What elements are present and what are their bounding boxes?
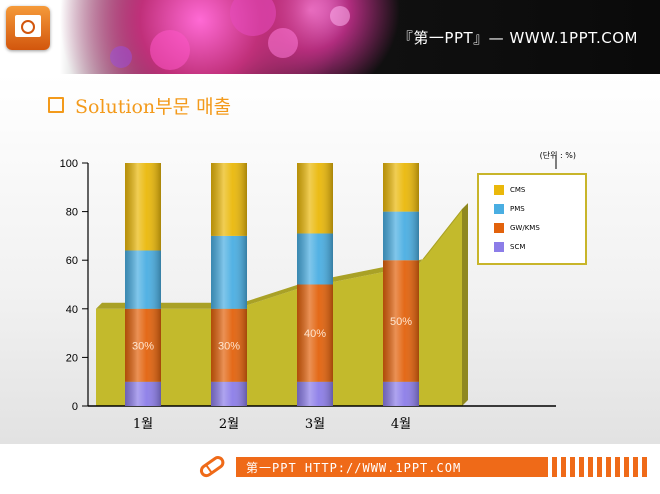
- legend-item: GW/KMS: [494, 222, 540, 234]
- y-tick-label: 80: [66, 207, 78, 219]
- y-tick-label: 100: [60, 158, 78, 170]
- x-tick-label: 2월: [219, 417, 239, 432]
- background-area: [96, 209, 462, 406]
- bokeh-light: [230, 0, 276, 36]
- legend-label: SCM: [510, 243, 526, 251]
- bar-shading: [125, 308, 161, 382]
- legend-swatch: [494, 204, 504, 214]
- legend-item: PMS: [494, 203, 525, 215]
- legend-label: GW/KMS: [510, 224, 540, 232]
- bar-shading: [125, 381, 161, 406]
- bokeh-light: [150, 30, 190, 70]
- bar-shading: [383, 381, 419, 406]
- legend-swatch: [494, 185, 504, 195]
- bar-shading: [211, 308, 247, 382]
- bar-shading: [211, 163, 247, 236]
- y-tick-label: 40: [66, 304, 78, 316]
- brand-text: 『第一PPT』— WWW.1PPT.COM: [397, 29, 638, 47]
- bar-shading: [383, 260, 419, 382]
- presentation-logo-icon: [6, 6, 50, 50]
- data-label: 40%: [304, 328, 326, 340]
- bar-shading: [297, 233, 333, 285]
- bar-shading: [297, 284, 333, 382]
- legend-item: CMS: [494, 184, 525, 196]
- bokeh-light: [330, 6, 350, 26]
- pen-icon: [199, 456, 225, 478]
- y-tick-label: 20: [66, 352, 78, 364]
- x-tick-label: 4월: [391, 417, 411, 432]
- chart-legend: CMS PMS GW/KMS SCM: [477, 173, 587, 265]
- bar-shading: [297, 163, 333, 234]
- footer-stripes: [552, 457, 660, 477]
- data-label: 30%: [218, 340, 240, 352]
- legend-label: PMS: [510, 205, 525, 213]
- bar-shading: [297, 381, 333, 406]
- checkbox-bullet-icon: [48, 97, 64, 113]
- bar-shading: [383, 163, 419, 212]
- bokeh-light: [110, 46, 132, 68]
- legend-swatch: [494, 242, 504, 252]
- x-tick-label: 3월: [305, 417, 325, 432]
- legend-label: CMS: [510, 186, 526, 194]
- data-label: 30%: [132, 340, 154, 352]
- y-tick-label: 0: [72, 401, 78, 413]
- footer-bar: 第一PPT HTTP://WWW.1PPT.COM: [236, 457, 548, 477]
- background-area-side: [462, 203, 468, 406]
- data-label: 50%: [390, 316, 412, 328]
- slide-title: Solution부문 매출: [48, 92, 231, 118]
- unit-label: (단위 : %): [540, 150, 576, 160]
- slide-title-text: Solution부문 매출: [75, 95, 232, 118]
- footer-url-text: 第一PPT HTTP://WWW.1PPT.COM: [246, 461, 462, 475]
- header-banner: 『第一PPT』— WWW.1PPT.COM: [0, 0, 660, 74]
- bar-shading: [383, 211, 419, 261]
- bokeh-light: [268, 28, 298, 58]
- legend-item: SCM: [494, 241, 525, 253]
- x-tick-label: 1월: [133, 417, 153, 432]
- y-tick-label: 60: [66, 255, 78, 267]
- bar-shading: [125, 163, 161, 251]
- bar-shading: [211, 381, 247, 406]
- bar-shading: [125, 250, 161, 309]
- bar-shading: [211, 235, 247, 309]
- legend-swatch: [494, 223, 504, 233]
